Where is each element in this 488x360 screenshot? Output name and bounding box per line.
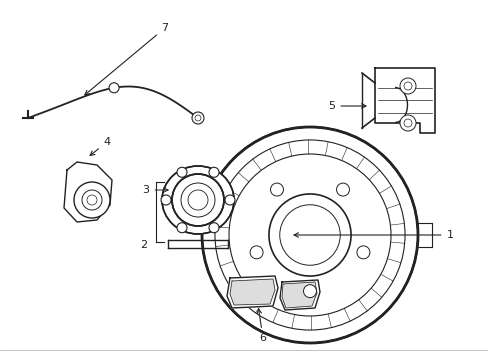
Polygon shape: [280, 280, 319, 310]
Circle shape: [192, 112, 203, 124]
Polygon shape: [64, 162, 112, 222]
Polygon shape: [374, 68, 434, 133]
Circle shape: [177, 167, 186, 177]
Circle shape: [399, 115, 415, 131]
Circle shape: [303, 285, 316, 298]
Circle shape: [270, 183, 283, 196]
Circle shape: [109, 83, 119, 93]
Circle shape: [161, 195, 171, 205]
Circle shape: [336, 183, 349, 196]
Text: 1: 1: [293, 230, 452, 240]
Circle shape: [74, 182, 110, 218]
Circle shape: [399, 78, 415, 94]
Polygon shape: [229, 279, 274, 305]
Text: 3: 3: [142, 185, 168, 195]
Circle shape: [177, 223, 186, 233]
Circle shape: [208, 223, 219, 233]
Polygon shape: [226, 276, 278, 308]
Text: 2: 2: [140, 240, 147, 250]
Circle shape: [172, 174, 224, 226]
Circle shape: [208, 167, 219, 177]
Circle shape: [356, 246, 369, 259]
Text: 7: 7: [85, 23, 168, 95]
Polygon shape: [282, 282, 316, 308]
Circle shape: [224, 195, 235, 205]
Text: 6: 6: [257, 309, 266, 343]
Circle shape: [202, 127, 417, 343]
Text: 5: 5: [328, 101, 365, 111]
Circle shape: [249, 246, 263, 259]
Text: 4: 4: [90, 137, 110, 156]
Ellipse shape: [162, 166, 234, 234]
